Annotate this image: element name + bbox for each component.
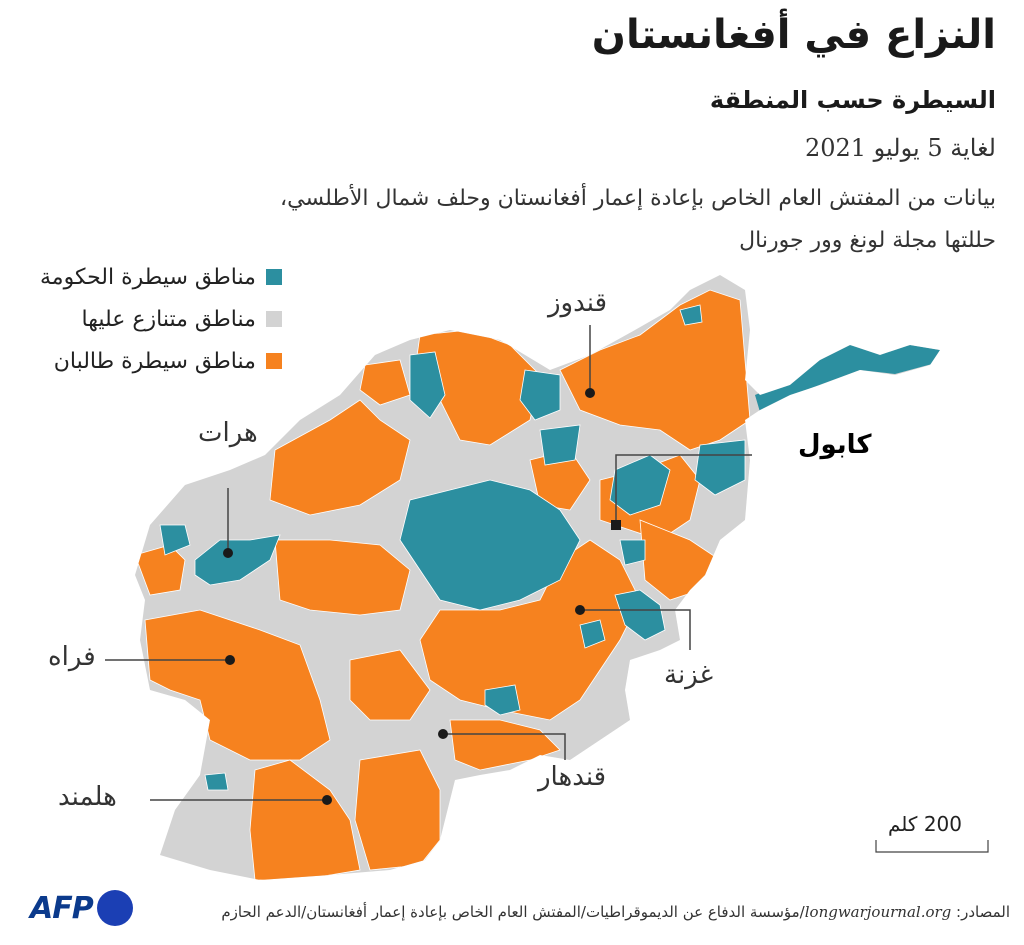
legend-swatch-government — [265, 269, 282, 285]
city-label-kunduz: قندوز — [548, 288, 608, 318]
city-label-kandahar: قندهار — [538, 762, 607, 792]
legend-label-taliban: مناطق سيطرة طالبان — [53, 348, 256, 374]
afp-logo-dot — [96, 890, 133, 926]
legend-label-government: مناطق سيطرة الحكومة — [40, 264, 256, 290]
description-line-2: حللتها مجلة لونغ وور جورنال — [739, 228, 996, 253]
afp-logo-text: AFP — [30, 890, 94, 926]
sources-url: longwarjournal.org — [804, 903, 952, 921]
city-label-herat: هرات — [198, 418, 258, 448]
city-label-helmand: هلمند — [58, 782, 117, 812]
legend-label-contested: مناطق متنازع عليها — [81, 306, 256, 332]
legend-item-taliban: مناطق سيطرة طالبان — [40, 340, 282, 382]
scale-bar — [875, 840, 989, 853]
government-areas — [159, 304, 746, 791]
city-label-farah: فراه — [48, 642, 96, 672]
city-label-ghazni: غزنة — [664, 660, 714, 690]
afp-logo: AFP — [30, 890, 133, 926]
page-subtitle: السيطرة حسب المنطقة — [709, 86, 996, 114]
legend-item-contested: مناطق متنازع عليها — [40, 298, 282, 340]
description-line-1: بيانات من المفتش العام الخاص بإعادة إعما… — [280, 186, 996, 211]
city-markers — [223, 388, 621, 805]
legend-swatch-taliban — [265, 353, 282, 369]
sources-prefix: المصادر: — [951, 903, 1010, 921]
legend-swatch-contested — [265, 311, 282, 327]
leader-lines — [105, 325, 752, 801]
sources-footer: المصادر: longwarjournal.org/مؤسسة الدفاع… — [221, 903, 1010, 921]
wakhan-corridor — [755, 345, 940, 412]
page-title: النزاع في أفغانستان — [591, 12, 996, 58]
map-legend: مناطق سيطرة الحكومة مناطق متنازع عليها م… — [40, 256, 282, 382]
date-label: لغاية 5 يوليو 2021 — [804, 134, 996, 162]
sources-rest: /مؤسسة الدفاع عن الديموقراطيات/المفتش ال… — [221, 903, 805, 921]
legend-item-government: مناطق سيطرة الحكومة — [40, 256, 282, 298]
scale-label: 200 كلم — [888, 812, 962, 836]
city-label-kabul: كابول — [798, 430, 872, 460]
